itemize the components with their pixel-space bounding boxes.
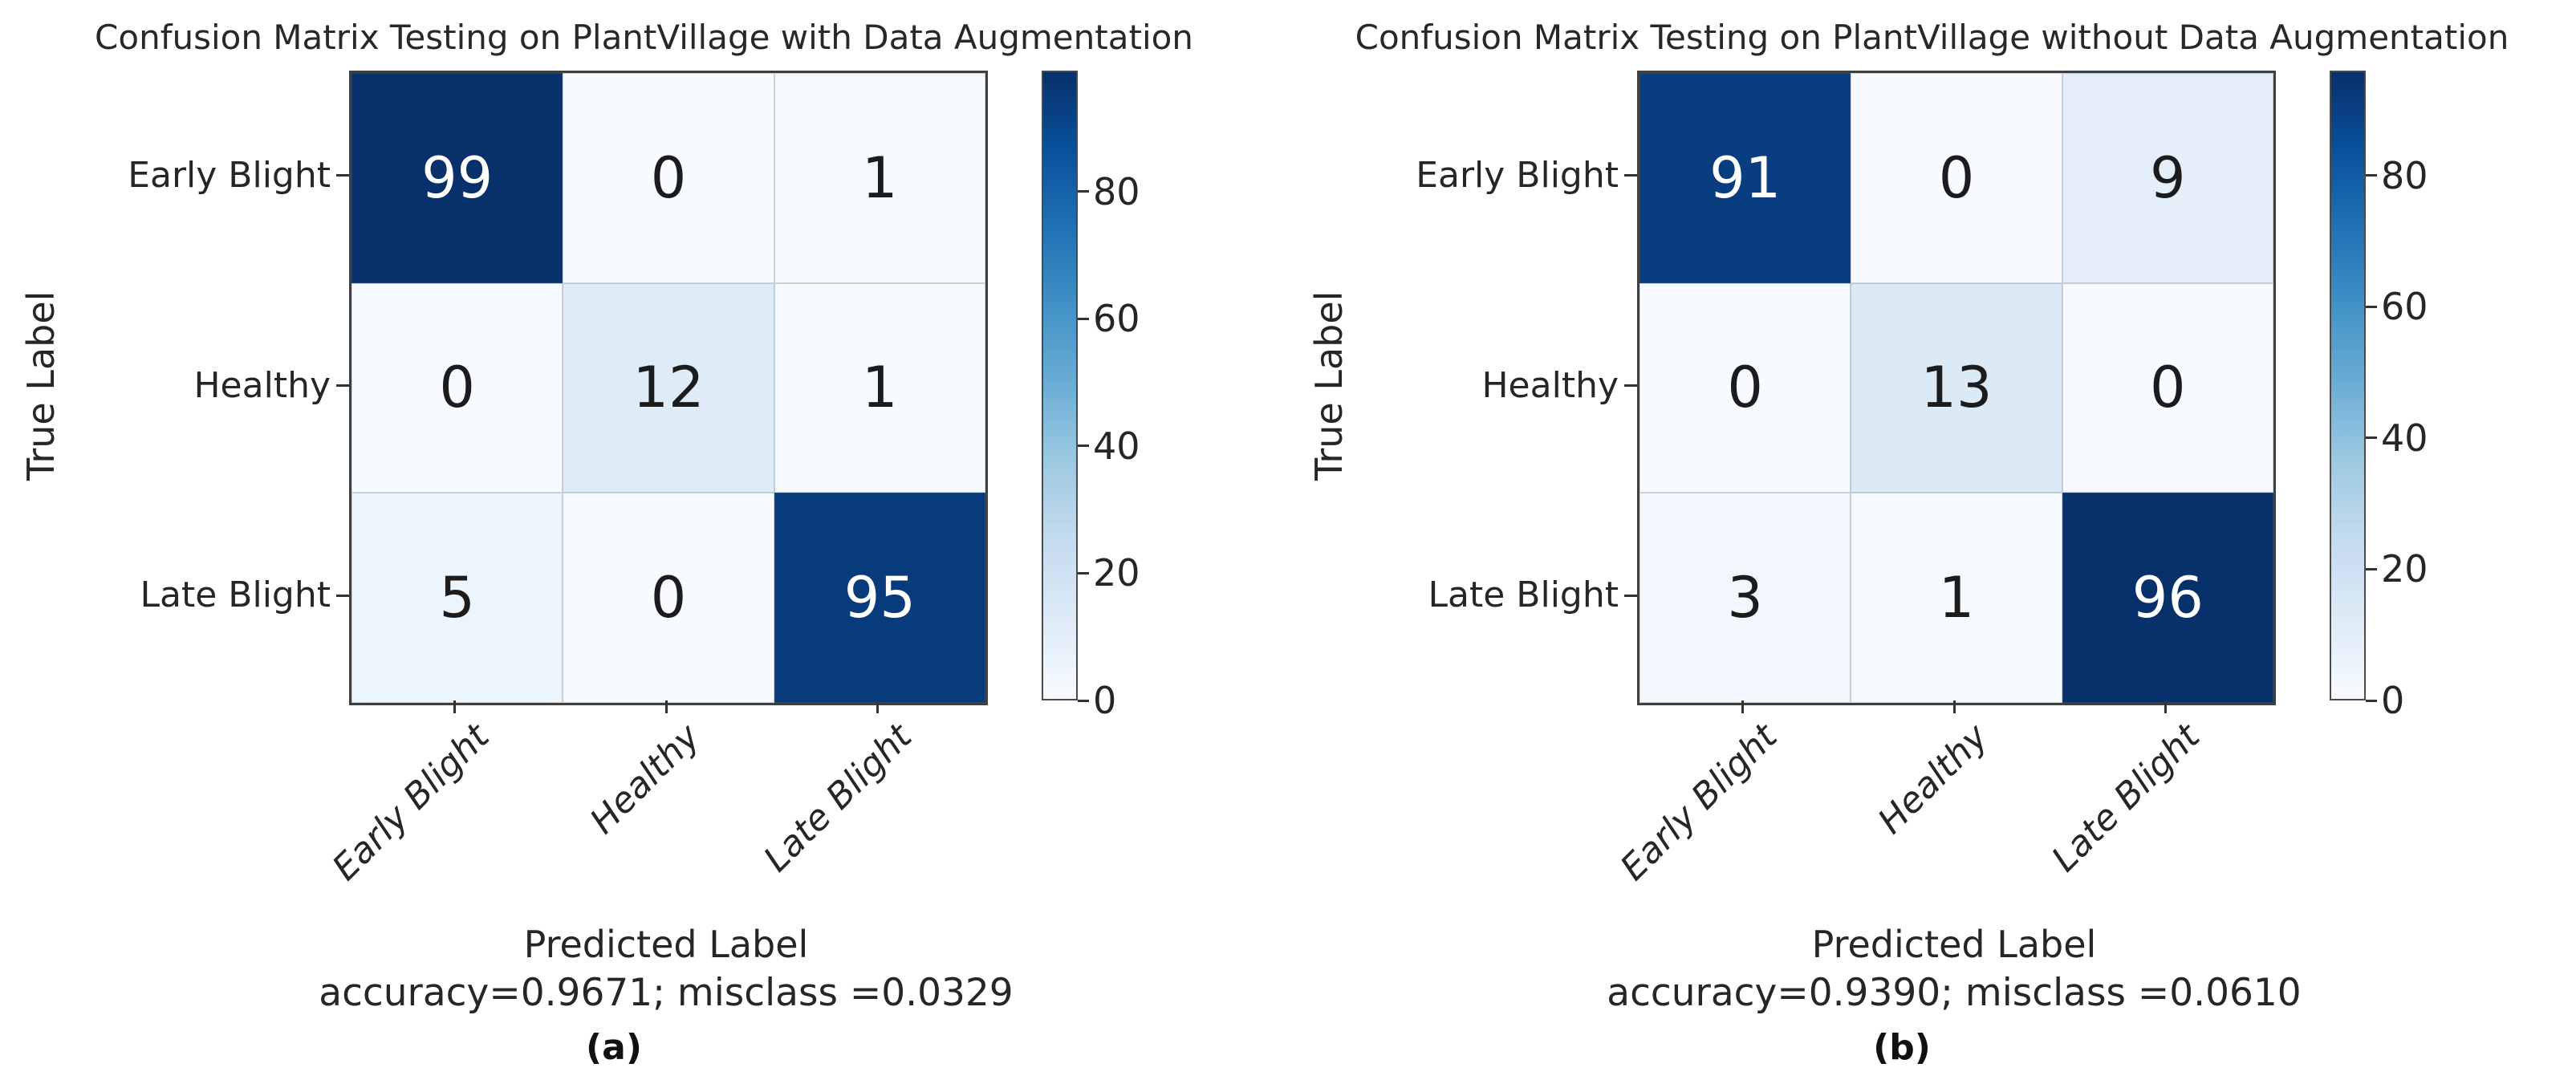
subfigure-caption: (b) [1873, 1027, 1931, 1068]
x-tick-mark [1741, 700, 1745, 713]
y-tick-mark [336, 174, 349, 177]
y-tick-label: Late Blight [140, 574, 331, 616]
y-tick-mark [1624, 384, 1637, 387]
subfigure-caption: (a) [586, 1027, 642, 1068]
heatmap-cell: 91 [1639, 73, 1851, 283]
chart-title: Confusion Matrix Testing on PlantVillage… [95, 18, 1193, 57]
subfigure-b: Confusion Matrix Testing on PlantVillage… [1288, 0, 2576, 1088]
colorbar-tick-label: 20 [2381, 547, 2428, 591]
confusion-matrix-heatmap: 91 0 9 0 13 0 3 1 96 [1637, 71, 2276, 705]
x-tick-mark [664, 700, 668, 713]
subfigure-a: Confusion Matrix Testing on PlantVillage… [19, 18, 1193, 1068]
colorbar-tick-mark [2366, 567, 2377, 570]
heatmap-cell: 0 [563, 493, 774, 703]
x-tick-label: Healthy [583, 716, 709, 842]
colorbar-tick-label: 80 [2381, 153, 2428, 197]
x-tick-label: Late Blight [755, 716, 920, 880]
heatmap-cell: 95 [774, 493, 985, 703]
heatmap-cell: 0 [351, 282, 563, 493]
x-tick-mark [876, 700, 879, 713]
heatmap-cell: 1 [774, 282, 985, 493]
colorbar-tick-mark [2366, 436, 2377, 440]
x-axis-title: Predicted Label [523, 923, 809, 966]
colorbar [1042, 71, 1078, 700]
y-tick-mark [336, 594, 349, 597]
y-tick-label: Healthy [1481, 364, 1619, 406]
chart-title: Confusion Matrix Testing on PlantVillage… [1355, 18, 2509, 57]
x-tick-mark [453, 700, 457, 713]
heatmap-cell: 1 [1851, 493, 2062, 703]
colorbar-tick-label: 20 [1093, 551, 1140, 595]
y-tick-label: Early Blight [128, 154, 331, 196]
y-tick-mark [1624, 594, 1637, 597]
colorbar [2330, 71, 2366, 700]
colorbar-tick-label: 0 [1093, 679, 1117, 722]
x-tick-label: Late Blight [2043, 716, 2208, 880]
y-tick-label: Healthy [193, 364, 331, 406]
colorbar-tick-mark [2366, 699, 2377, 702]
x-axis-title: Predicted Label [1811, 923, 2097, 966]
colorbar-gradient [2331, 72, 2364, 699]
colorbar-tick-label: 60 [1093, 297, 1140, 341]
heatmap-cell: 0 [1639, 282, 1851, 493]
heatmap-cell: 3 [1639, 493, 1851, 703]
colorbar-tick-mark [2366, 174, 2377, 177]
heatmap-cell: 1 [774, 73, 985, 283]
colorbar-tick-mark [1078, 445, 1089, 448]
colorbar-tick-label: 0 [2381, 679, 2405, 722]
heatmap-cell: 0 [2062, 282, 2273, 493]
colorbar-tick-mark [2366, 305, 2377, 308]
colorbar-gradient [1043, 72, 1076, 699]
heatmap-cell: 96 [2062, 493, 2273, 703]
y-tick-mark [336, 384, 349, 387]
heatmap-cell: 0 [1851, 73, 2062, 283]
colorbar-tick-mark [1078, 317, 1089, 320]
colorbar-tick-label: 80 [1093, 169, 1140, 213]
x-tick-label: Healthy [1871, 716, 1997, 842]
x-tick-mark [2164, 700, 2167, 713]
colorbar-tick-label: 40 [1093, 424, 1140, 468]
x-tick-mark [1952, 700, 1956, 713]
colorbar-tick-mark [1078, 699, 1089, 702]
colorbar-tick-mark [1078, 571, 1089, 574]
colorbar-tick-mark [1078, 190, 1089, 193]
heatmap-cell: 12 [563, 282, 774, 493]
heatmap-cell: 99 [351, 73, 563, 283]
y-tick-label: Early Blight [1416, 154, 1619, 196]
heatmap-cell: 13 [1851, 282, 2062, 493]
confusion-matrix-heatmap: 99 0 1 0 12 1 5 0 95 [349, 71, 988, 705]
accuracy-annotation: accuracy=0.9671; misclass =0.0329 [319, 971, 1014, 1015]
y-tick-label: Late Blight [1428, 574, 1619, 616]
y-tick-mark [1624, 174, 1637, 177]
colorbar-tick-label: 40 [2381, 416, 2428, 460]
accuracy-annotation: accuracy=0.9390; misclass =0.0610 [1607, 971, 2302, 1015]
heatmap-cell: 9 [2062, 73, 2273, 283]
heatmap-cell: 5 [351, 493, 563, 703]
x-tick-label: Early Blight [1612, 716, 1786, 889]
colorbar-tick-label: 60 [2381, 285, 2428, 329]
heatmap-cell: 0 [563, 73, 774, 283]
x-tick-label: Early Blight [324, 716, 498, 889]
